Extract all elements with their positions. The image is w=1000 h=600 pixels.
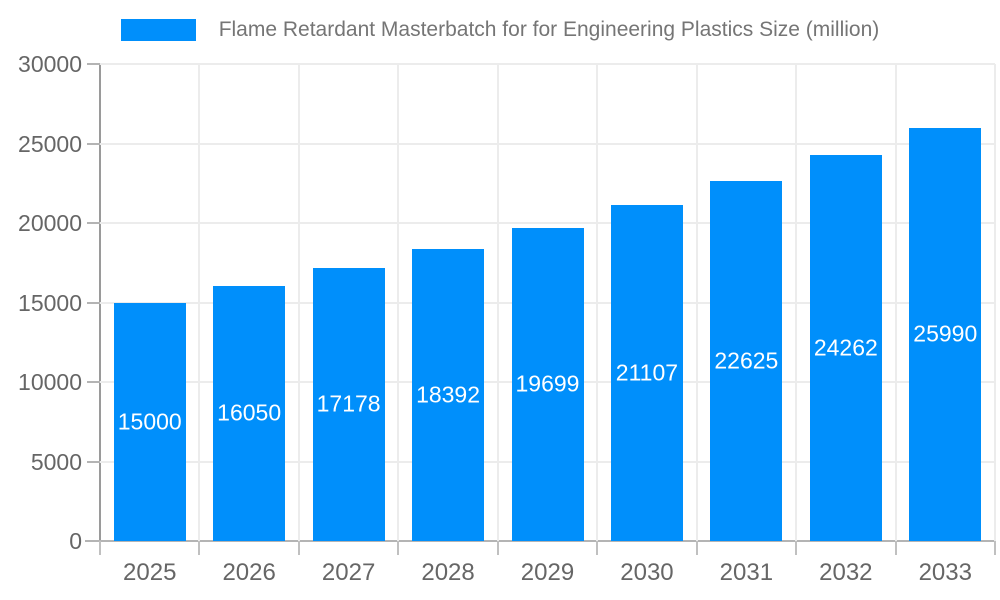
bar-value-label: 21107: [615, 359, 679, 386]
h-gridline: [100, 142, 995, 145]
bar-2032: [809, 155, 882, 541]
v-gridline: [297, 64, 300, 541]
y-axis-label: 5000: [30, 448, 82, 475]
bar-2028: [412, 248, 485, 541]
y-axis-tick: [87, 222, 100, 224]
x-axis-tick: [99, 541, 101, 555]
bar-2033: [909, 127, 982, 541]
bar-value-label: 25990: [913, 320, 978, 347]
chart-legend: Flame Retardant Masterbatch for for Engi…: [0, 18, 1000, 42]
y-axis-tick: [87, 381, 100, 383]
bar-value-label: 16050: [217, 399, 282, 426]
x-axis-tick: [397, 541, 400, 555]
legend-item[interactable]: Flame Retardant Masterbatch for for Engi…: [120, 18, 880, 42]
v-gridline: [198, 64, 201, 541]
legend-swatch: [120, 19, 196, 41]
y-axis-label: 20000: [18, 210, 82, 236]
plot-area: 0 5000 10000 15000 20000 25000 30000 15000 2025 1…: [18, 51, 996, 586]
v-gridline: [695, 64, 698, 541]
bar-value-label: 24262: [813, 334, 878, 361]
bar-value-label: 17178: [316, 390, 381, 417]
y-axis-tick: [87, 301, 100, 304]
x-axis-label: 2031: [719, 559, 774, 586]
x-axis-label: 2027: [321, 559, 376, 586]
v-gridline: [994, 64, 996, 541]
bar-value-label: 22625: [714, 347, 779, 374]
bar-2029: [511, 227, 584, 541]
x-axis-tick: [198, 541, 201, 555]
x-axis-label: 2026: [222, 559, 276, 586]
y-axis-tick: [87, 460, 100, 463]
y-axis-label: 10000: [18, 369, 82, 395]
x-axis-tick: [795, 541, 798, 555]
x-axis-tick: [994, 541, 996, 555]
bar-2027: [312, 267, 385, 541]
x-axis-line: [85, 540, 995, 542]
bar-2026: [213, 285, 286, 541]
x-axis-label: 2025: [123, 559, 177, 586]
y-axis-label: 30000: [18, 51, 82, 77]
bar-2025: [113, 302, 186, 541]
legend-label: Flame Retardant Masterbatch for for Engi…: [218, 18, 880, 41]
x-axis-tick: [297, 541, 300, 555]
x-axis-tick: [894, 541, 897, 555]
bar-value-label: 19699: [515, 370, 580, 397]
y-axis-tick: [87, 142, 100, 145]
y-axis-label: 25000: [18, 130, 82, 157]
bar-2030: [610, 205, 683, 541]
h-gridline: [100, 222, 995, 224]
y-axis-label: 15000: [18, 289, 82, 316]
v-gridline: [596, 64, 599, 541]
bar-value-label: 18392: [416, 381, 481, 408]
v-gridline: [795, 64, 798, 541]
x-axis-label: 2032: [819, 559, 873, 586]
x-axis-tick: [496, 541, 499, 555]
x-axis-label: 2028: [421, 559, 475, 586]
x-axis-label: 2030: [620, 559, 674, 586]
v-gridline: [397, 64, 400, 541]
y-axis-tick: [87, 540, 100, 542]
x-axis-label: 2029: [520, 559, 575, 586]
y-axis-label: 0: [69, 528, 82, 554]
v-gridline: [496, 64, 499, 541]
bar-2031: [710, 181, 783, 541]
h-gridline: [100, 63, 995, 65]
bar-value-label: 15000: [117, 408, 182, 435]
y-axis-tick: [87, 63, 100, 65]
v-gridline: [894, 64, 897, 541]
x-axis-tick: [596, 541, 599, 555]
x-axis-label: 2033: [918, 559, 972, 586]
x-axis-tick: [695, 541, 698, 555]
